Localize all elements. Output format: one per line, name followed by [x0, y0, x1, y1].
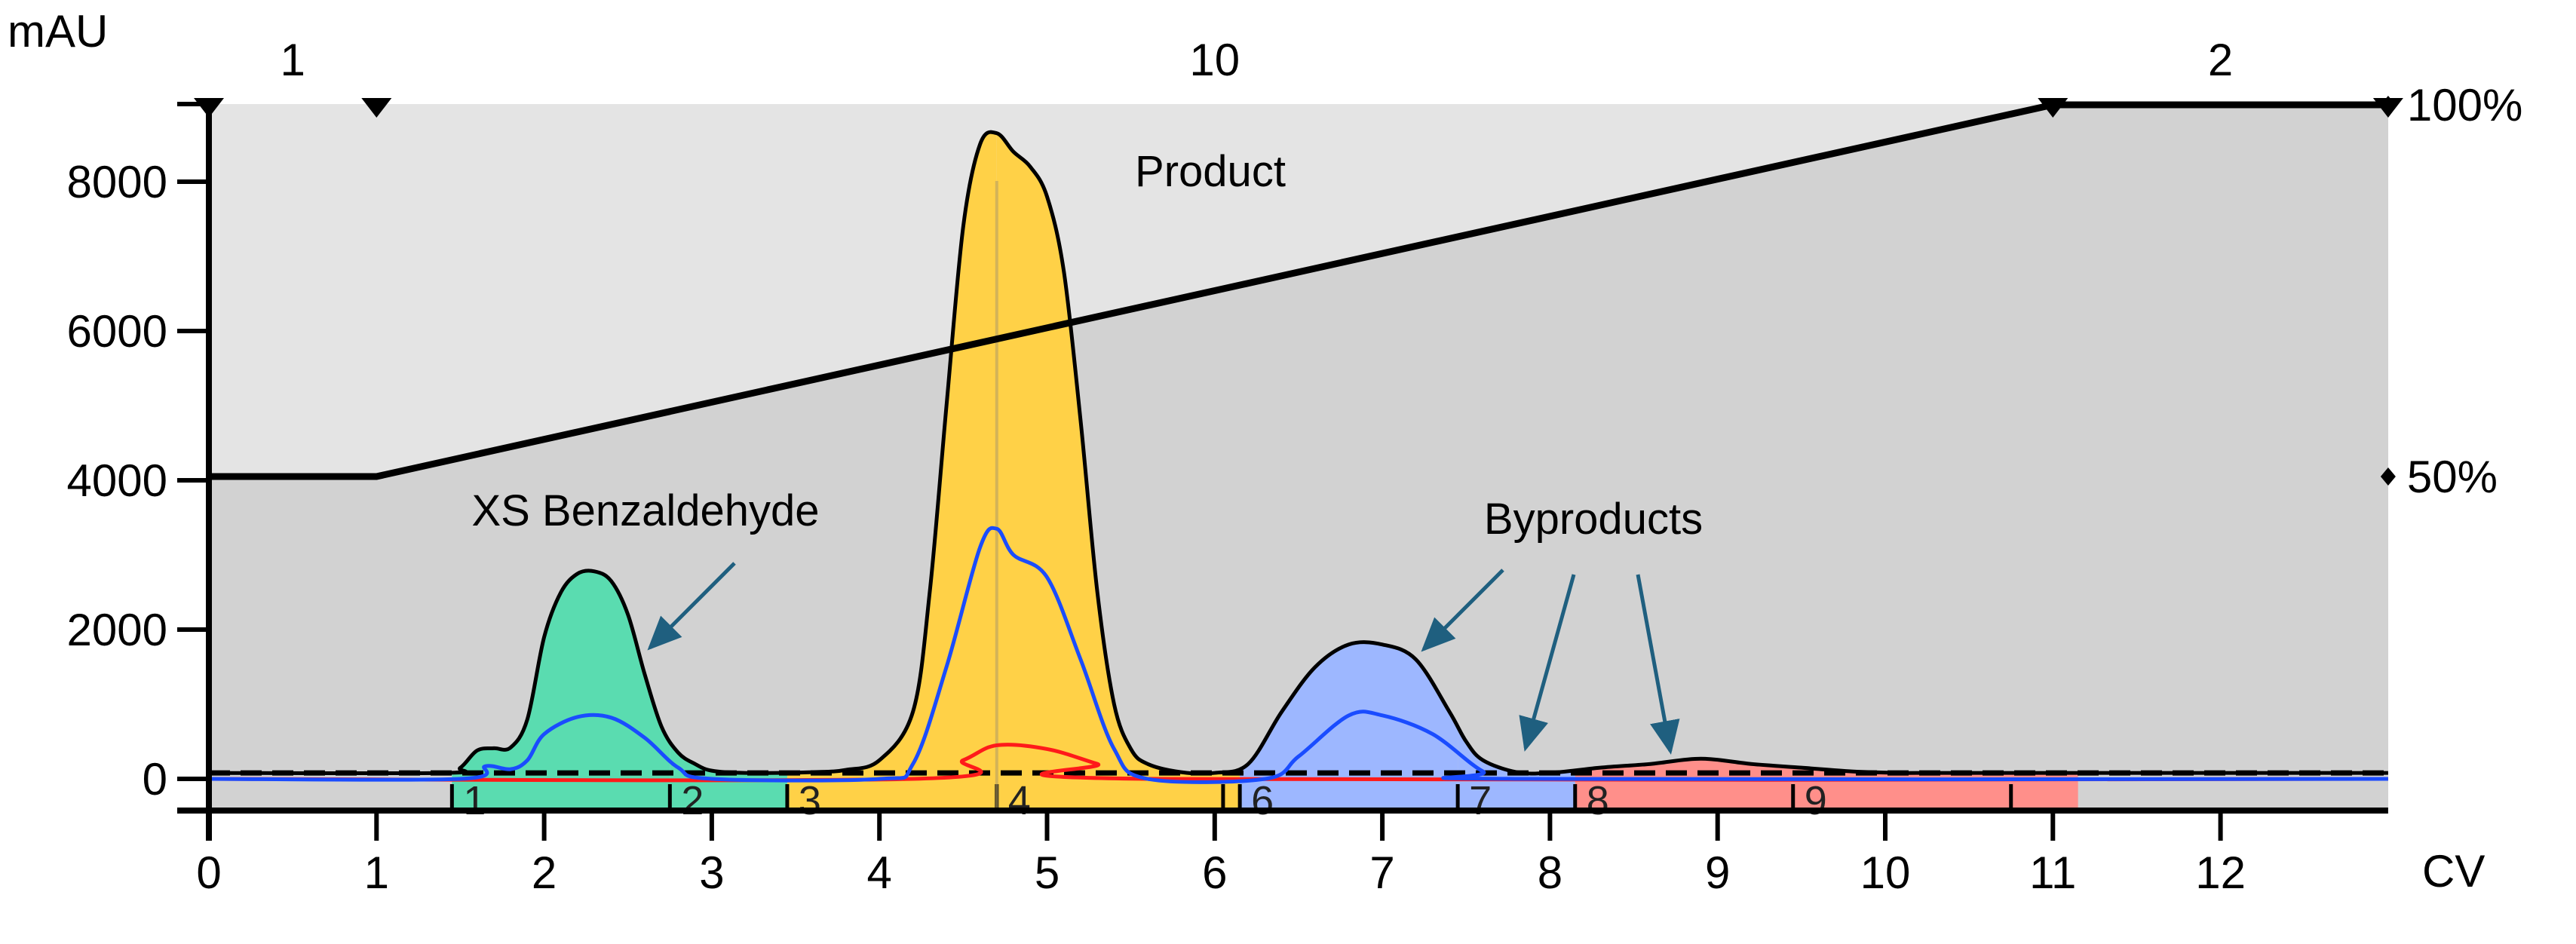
y-tick-label: 8000 [67, 157, 167, 207]
fraction-label: 1 [463, 778, 486, 823]
gradient-line [209, 101, 2388, 480]
fraction-label: 7 [1469, 778, 1492, 823]
y-tick-label: 2000 [67, 605, 167, 655]
right-axis-diamond-icon [2380, 467, 2396, 486]
y-tick-label: 6000 [67, 306, 167, 357]
top-marker-triangle-icon [361, 98, 392, 118]
fraction-label: 6 [1251, 778, 1274, 823]
arrow-byproduct-3 [1636, 574, 1680, 755]
y-tick-label: 4000 [67, 455, 167, 506]
x-tick-label: 8 [1538, 847, 1562, 898]
x-tick-label: 5 [1035, 847, 1060, 898]
x-tick-label: 7 [1369, 847, 1394, 898]
y-axis-label: mAU [8, 6, 108, 57]
axes: 0 1 2 3 4 5 6 7 8 9 10 11 120200040006000800050%100%… [67, 35, 2523, 898]
top-marker-triangle-icon [194, 98, 224, 118]
top-step-label: 10 [1189, 35, 1240, 85]
x-axis-label: CV [2422, 846, 2485, 896]
series [208, 101, 2388, 784]
x-tick-label: 2 [532, 847, 557, 898]
top-marker-triangle-icon [2038, 98, 2068, 118]
uv-trace-blue [208, 526, 2388, 784]
fraction-label: 4 [1008, 778, 1031, 823]
x-tick-label: 11 [2029, 847, 2076, 898]
x-tick-label: 3 [699, 847, 724, 898]
right-axis-label: 50% [2407, 452, 2498, 502]
top-step-label: 2 [2208, 35, 2233, 85]
annotation-product: Product [1135, 147, 1286, 196]
uv-trace-black [208, 130, 2388, 776]
arrow-benzaldehyde [647, 562, 736, 651]
x-tick-label: 10 [1860, 847, 1911, 898]
right-axis-label: 100% [2407, 80, 2522, 130]
x-tick-label: 12 [2195, 847, 2246, 898]
fraction-label: 8 [1587, 778, 1609, 823]
fraction-label: 3 [799, 778, 821, 823]
top-marker-triangle-icon [2372, 98, 2403, 118]
x-tick-label: 6 [1202, 847, 1227, 898]
arrow-byproduct-2 [1519, 574, 1576, 752]
fraction-label: 9 [1805, 778, 1827, 823]
annotation-byproducts: Byproducts [1484, 495, 1703, 544]
arrow-byproduct-1 [1421, 569, 1504, 652]
x-tick-label: 0 [196, 847, 221, 898]
annotation-benzaldehyde: XS Benzaldehyde [471, 486, 819, 535]
x-tick-label: 1 [364, 847, 389, 898]
x-tick-label: 9 [1705, 847, 1730, 898]
x-tick-label: 4 [867, 847, 892, 898]
y-tick-label: 0 [143, 754, 167, 805]
fraction-label: 2 [681, 778, 704, 823]
gradient-upper-region [209, 104, 2388, 477]
top-step-label: 1 [280, 35, 305, 85]
